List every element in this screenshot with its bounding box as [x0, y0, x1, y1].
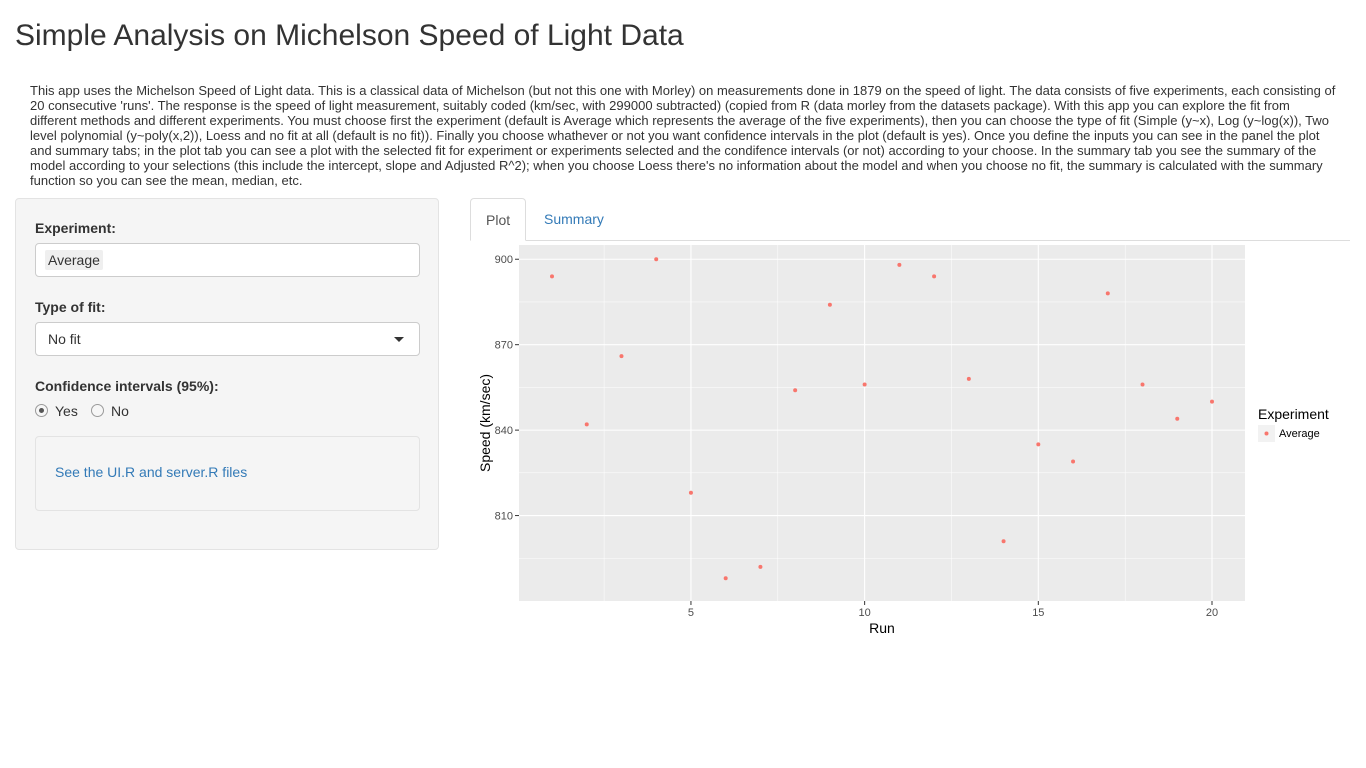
sidebar-panel: Experiment: Average Type of fit: No fit … — [15, 198, 439, 550]
data-point — [793, 388, 798, 393]
app-description: This app uses the Michelson Speed of Lig… — [30, 83, 1336, 188]
x-tick-label: 5 — [688, 607, 694, 619]
data-point — [1210, 399, 1214, 404]
experiment-select[interactable]: Average — [35, 243, 420, 277]
chevron-down-icon[interactable] — [394, 337, 404, 342]
data-point — [1071, 459, 1076, 464]
data-point — [758, 564, 763, 569]
fit-type-label: Type of fit: — [35, 299, 106, 315]
x-tick-label: 15 — [1032, 607, 1044, 619]
y-axis-ticks: 810 840 870 900 — [495, 254, 519, 523]
tab-summary[interactable]: Summary — [544, 211, 604, 227]
data-point — [1001, 539, 1006, 544]
tab-plot[interactable]: Plot — [470, 198, 527, 241]
y-tick-label: 870 — [495, 340, 513, 352]
source-files-link[interactable]: See the UI.R and server.R files — [55, 464, 248, 480]
experiment-label: Experiment: — [35, 220, 116, 236]
tab-bar: Plot Summary — [470, 198, 1350, 241]
grid-minor — [519, 245, 1245, 601]
data-point — [654, 257, 659, 262]
y-axis-title: Speed (km/sec) — [477, 374, 493, 472]
data-point — [1036, 442, 1041, 447]
data-point — [723, 576, 728, 581]
x-axis-ticks: 5 10 15 20 — [688, 601, 1218, 619]
radio-no-label[interactable]: No — [111, 403, 129, 419]
data-point — [1140, 382, 1145, 387]
data-point — [897, 262, 902, 267]
data-point — [1175, 416, 1180, 421]
data-point — [688, 490, 693, 495]
radio-yes[interactable] — [35, 404, 48, 417]
page-title: Simple Analysis on Michelson Speed of Li… — [15, 19, 684, 52]
legend-title: Experiment — [1258, 406, 1329, 422]
y-tick-label: 900 — [495, 254, 513, 266]
data-point — [827, 302, 832, 307]
fit-type-select[interactable]: No fit — [35, 322, 420, 356]
source-link-well: See the UI.R and server.R files — [35, 436, 420, 511]
plot-panel — [519, 245, 1245, 601]
grid-major — [519, 245, 1245, 601]
x-tick-label: 20 — [1206, 607, 1218, 619]
data-points — [550, 257, 1214, 581]
x-tick-label: 10 — [859, 607, 871, 619]
data-point — [932, 274, 937, 279]
data-point — [966, 376, 971, 381]
data-point — [862, 382, 867, 387]
y-tick-label: 840 — [495, 425, 513, 437]
fit-type-value: No fit — [48, 331, 81, 347]
data-point — [584, 422, 589, 427]
confidence-intervals-label: Confidence intervals (95%): — [35, 378, 219, 394]
data-point — [619, 354, 624, 359]
radio-no[interactable] — [91, 404, 104, 417]
experiment-selected-item[interactable]: Average — [45, 250, 103, 270]
legend-point — [1264, 431, 1269, 436]
y-tick-label: 810 — [495, 511, 513, 523]
x-axis-title: Run — [869, 620, 895, 636]
radio-yes-label[interactable]: Yes — [55, 403, 78, 419]
data-point — [550, 274, 554, 279]
legend-label-average: Average — [1279, 428, 1320, 440]
data-point — [1105, 291, 1110, 296]
